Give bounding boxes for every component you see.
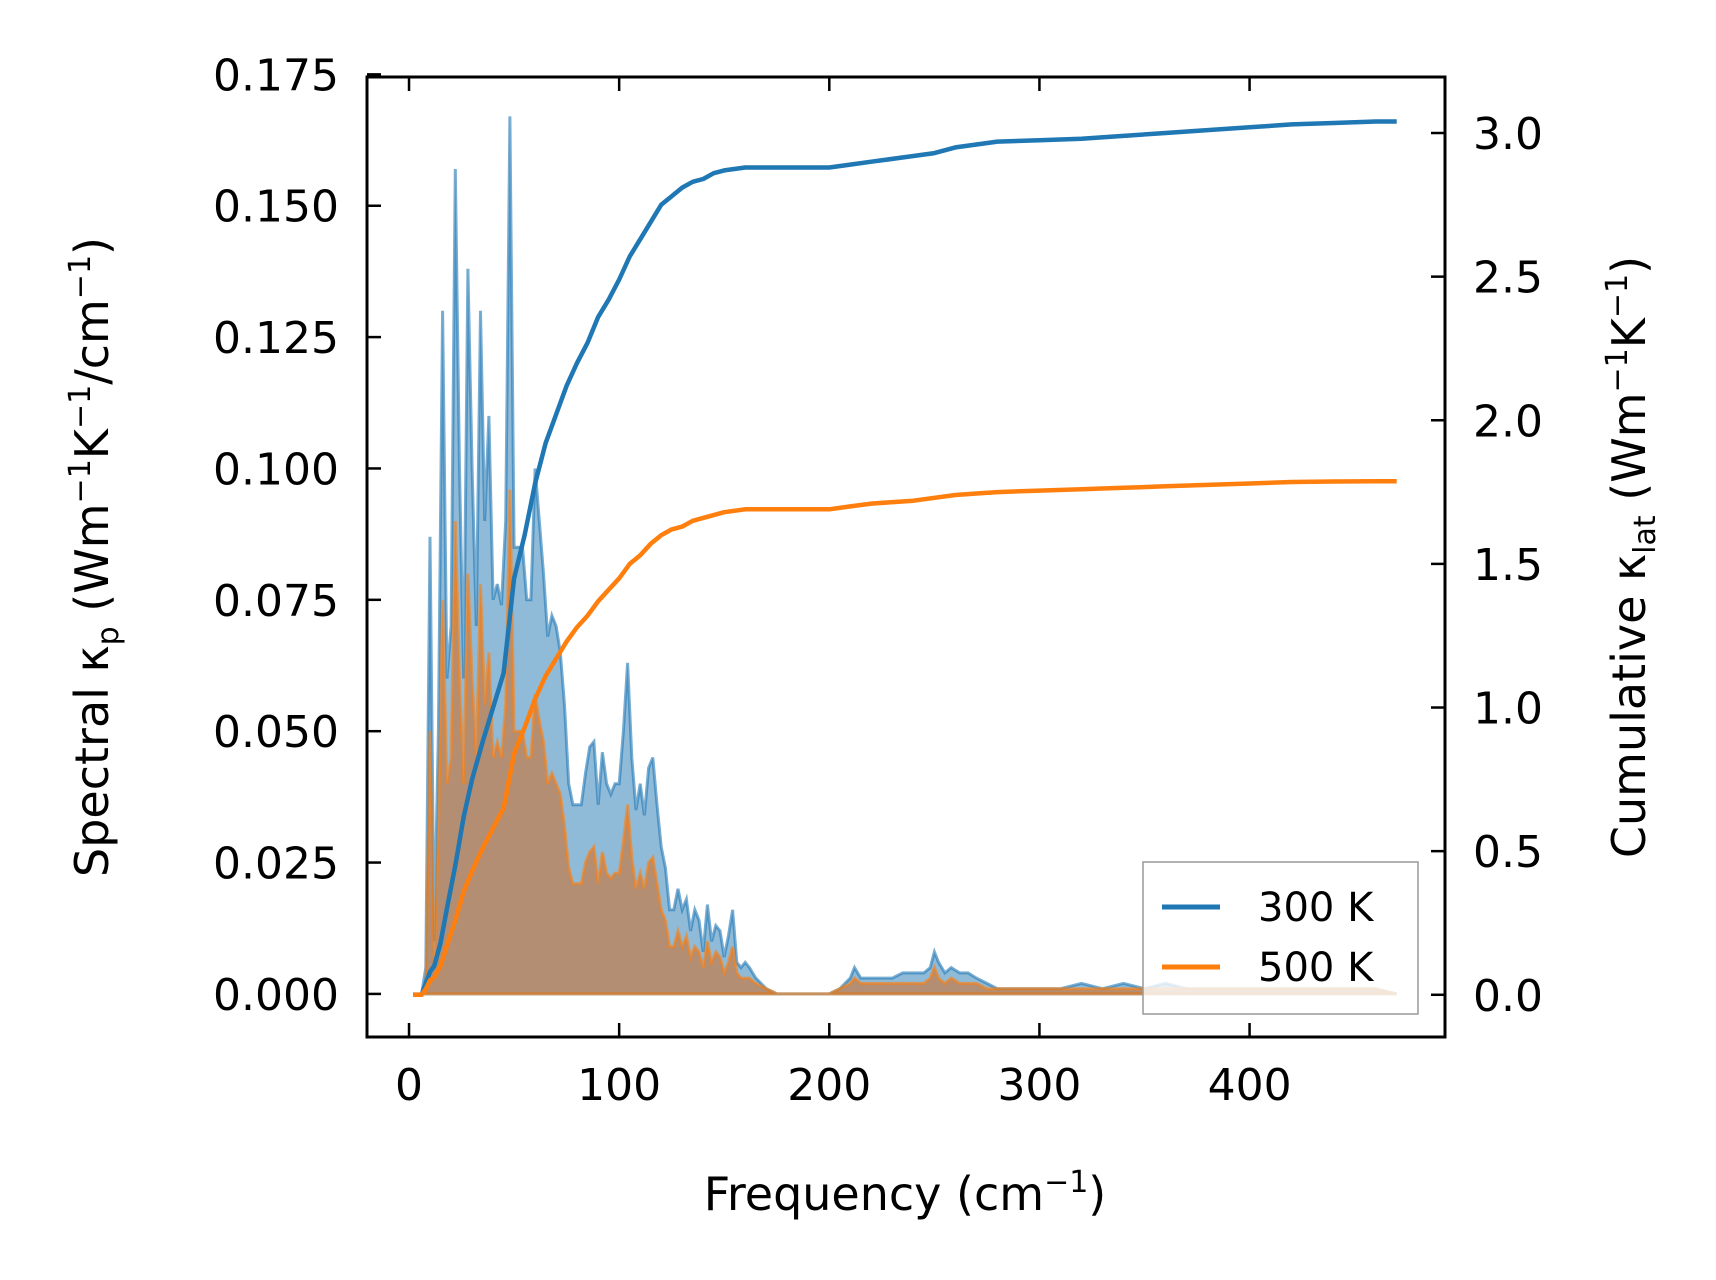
x-tick-label: 400 (1208, 1060, 1292, 1111)
legend-label-500k: 500 K (1258, 945, 1375, 991)
series-line-layer (413, 119, 1397, 998)
y-left-tick-label: 0.050 (213, 707, 339, 758)
spectral-area-500k (413, 489, 1398, 996)
legend-label-300k: 300 K (1258, 885, 1375, 931)
y-left-tick-label: 0.150 (213, 182, 339, 233)
y-left-tick-label: 0.100 (213, 444, 339, 495)
y-right-tick-label: 0.0 (1473, 971, 1543, 1022)
x-tick-label: 300 (997, 1060, 1081, 1111)
y-left-tick-label: 0.175 (213, 50, 339, 101)
plot-frame (365, 75, 1447, 1039)
y-left-tick-label: 0.000 (213, 970, 339, 1021)
x-tick-label: 100 (577, 1060, 661, 1111)
legend-box (1142, 861, 1419, 1015)
cumulative-line-300k (413, 119, 1397, 998)
x-tick-label: 200 (787, 1060, 871, 1111)
y-right-tick-label: 0.5 (1473, 827, 1543, 878)
y-axis-left-label: Spectral κp (Wm−1K−1/cm−1) (63, 237, 126, 877)
y-right-tick-label: 3.0 (1473, 109, 1543, 160)
legend: 300 K 500 K (1142, 861, 1419, 1015)
y-right-tick-label: 1.5 (1473, 540, 1543, 591)
y-right-tick-label: 1.0 (1473, 684, 1543, 735)
cumulative-line-500k (413, 478, 1397, 998)
tick-layer: 0 100 200 300 400 0.000 0.025 0.050 0.075 0.100 0.… (213, 50, 1543, 1111)
y-left-tick-label: 0.075 (213, 576, 339, 627)
y-right-tick-label: 2.5 (1473, 253, 1543, 304)
y-left-tick-label: 0.125 (213, 313, 339, 364)
x-tick-label: 0 (395, 1060, 423, 1111)
y-left-tick-label: 0.025 (213, 839, 339, 890)
y-axis-right-label: Cumulative κlat (Wm−1K−1) (1600, 256, 1663, 858)
x-axis-label: Frequency (cm−1) (704, 1165, 1107, 1221)
y-right-tick-label: 2.0 (1473, 396, 1543, 447)
spectral-fill-layer (413, 116, 1398, 996)
